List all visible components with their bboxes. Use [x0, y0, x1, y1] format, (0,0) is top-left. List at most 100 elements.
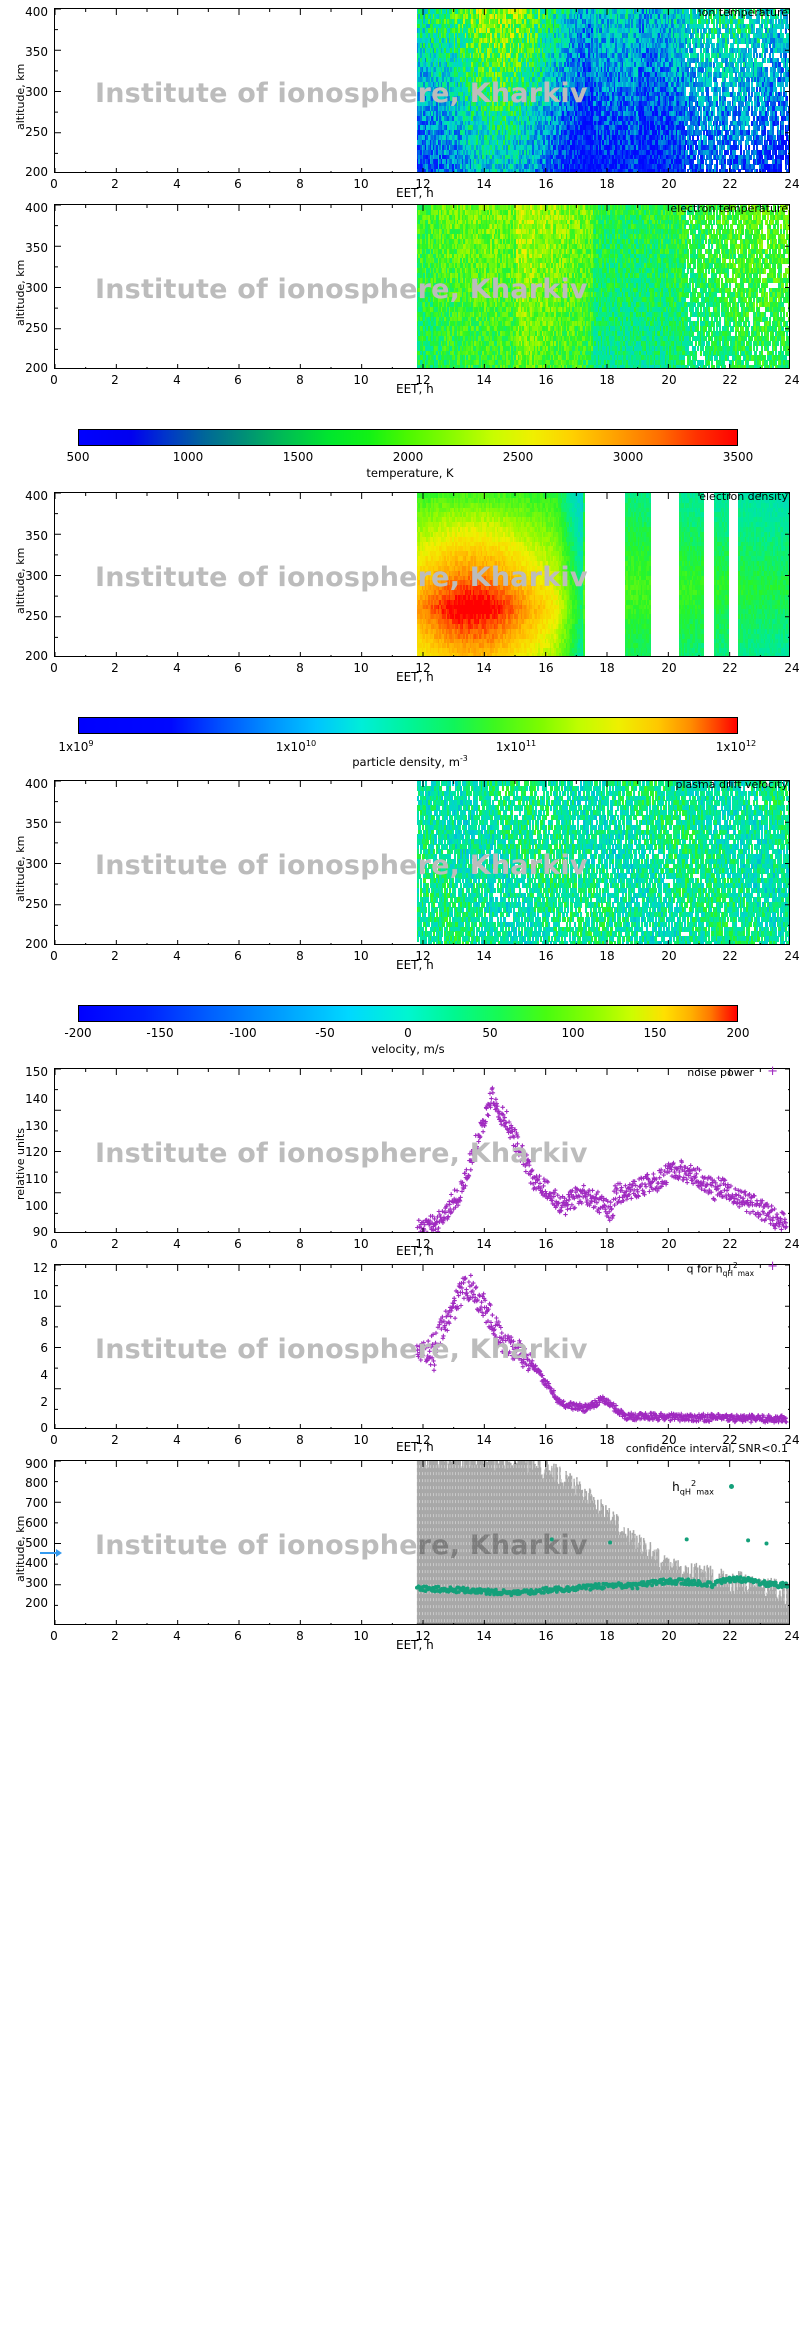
panel6-ytick-6: 6 [8, 1342, 48, 1354]
panel6-title-text: q for h [687, 1263, 723, 1276]
panel3-title: electron density [699, 490, 788, 503]
panel-ion-temperature: altitude, km 400 350 300 250 200 ion tem… [0, 0, 800, 196]
panel4-ytick-350: 350 [8, 818, 48, 830]
colorbar-velocity: -200 -150 -100 -50 0 50 100 150 200 velo… [0, 968, 800, 1060]
noise-power-scatter [55, 1069, 789, 1232]
panel4-ytick-300: 300 [8, 858, 48, 870]
panel4-xtick-24: 24 [777, 950, 800, 962]
panel3-xtick-0: 0 [39, 662, 69, 674]
panel2-xtick-16: 16 [531, 374, 561, 386]
cb-vel-tick-0: 0 [388, 1026, 428, 1040]
panel6-ytick-4: 4 [8, 1369, 48, 1381]
panel6-title-sub2: max [738, 1269, 754, 1278]
panel3-ytick-400: 400 [8, 490, 48, 502]
panel4-xtick-20: 20 [654, 950, 684, 962]
panel3-xtick-16: 16 [531, 662, 561, 674]
cb-temp-tick-1000: 1000 [168, 450, 208, 464]
cb-vel-tick--200: -200 [58, 1026, 98, 1040]
panel2-ytick-250: 250 [8, 322, 48, 334]
panel1-xtick-22: 22 [715, 178, 745, 190]
ion-temperature-heatmap [55, 9, 789, 172]
panel7-xtick-8: 8 [285, 1630, 315, 1642]
panel3-plotarea [55, 493, 789, 656]
panel6-xtick-14: 14 [469, 1434, 499, 1446]
panel4-ytick-250: 250 [8, 898, 48, 910]
panel6-ytick-12: 12 [8, 1262, 48, 1274]
panel5-ytick-130: 130 [8, 1120, 48, 1132]
cb-dens-title: particle density, m-3 [330, 754, 490, 769]
panel7-legend-text: h [672, 1480, 680, 1494]
panel2-xtick-6: 6 [223, 374, 253, 386]
panel2-xtick-22: 22 [715, 374, 745, 386]
panel7-legend-sub2: max [696, 1486, 714, 1496]
panel6-plot[interactable] [54, 1264, 790, 1429]
panel1-xtick-18: 18 [592, 178, 622, 190]
electron-temperature-heatmap [55, 205, 789, 368]
panel5-ylabel: relative units [14, 1128, 27, 1200]
panel1-xtick-2: 2 [100, 178, 130, 190]
density-colorbar-gradient[interactable] [78, 717, 738, 734]
panel5-xtick-16: 16 [531, 1238, 561, 1250]
panel6-xtick-8: 8 [285, 1434, 315, 1446]
panel1-xtick-20: 20 [654, 178, 684, 190]
panel7-ytick-200: 200 [8, 1597, 48, 1609]
panel7-xtick-4: 4 [162, 1630, 192, 1642]
cb-dens-tick-1e10: 1x1010 [256, 738, 336, 754]
cb-vel-tick--50: -50 [305, 1026, 345, 1040]
panel1-ytick-250: 250 [8, 126, 48, 138]
panel5-xtick-6: 6 [223, 1238, 253, 1250]
panel1-xtick-4: 4 [162, 178, 192, 190]
panel6-legend-marker: + [767, 1259, 778, 1274]
temperature-colorbar-gradient[interactable] [78, 429, 738, 446]
panel4-plot[interactable] [54, 780, 790, 945]
panel1-xtick-6: 6 [223, 178, 253, 190]
panel6-xtick-2: 2 [100, 1434, 130, 1446]
panel3-ytick-200: 200 [8, 650, 48, 662]
panel5-ytick-120: 120 [8, 1146, 48, 1158]
panel3-plot[interactable] [54, 492, 790, 657]
panel2-xtick-24: 24 [777, 374, 800, 386]
panel7-xtick-16: 16 [531, 1630, 561, 1642]
cb-temp-title: temperature, K [340, 466, 480, 480]
panel4-xtick-18: 18 [592, 950, 622, 962]
panel4-xtick-4: 4 [162, 950, 192, 962]
panel7-ytick-900: 900 [8, 1458, 48, 1470]
panel2-ytick-400: 400 [8, 202, 48, 214]
panel7-ytick-600: 600 [8, 1517, 48, 1529]
panel2-plot[interactable] [54, 204, 790, 369]
panel1-ytick-400: 400 [8, 6, 48, 18]
panel3-ytick-350: 350 [8, 530, 48, 542]
panel1-xtick-8: 8 [285, 178, 315, 190]
panel6-xtick-0: 0 [39, 1434, 69, 1446]
panel2-xtick-4: 4 [162, 374, 192, 386]
cb-vel-tick-100: 100 [553, 1026, 593, 1040]
cb-dens-title-text: particle density, m [352, 755, 460, 769]
panel4-title: plasma drift velocity [675, 778, 788, 791]
colorbar-temperature: 500 1000 1500 2000 2500 3000 3500 temper… [0, 392, 800, 484]
velocity-colorbar-gradient[interactable] [78, 1005, 738, 1022]
panel1-plot[interactable] [54, 8, 790, 173]
cb-temp-tick-3000: 3000 [608, 450, 648, 464]
panel3-xtick-14: 14 [469, 662, 499, 674]
panel3-xtick-2: 2 [100, 662, 130, 674]
panel1-xtick-16: 16 [531, 178, 561, 190]
panel5-xtick-22: 22 [715, 1238, 745, 1250]
panel7-legend-sub: qH [680, 1486, 691, 1496]
cb-dens-tick-1e9: 1x109 [36, 738, 116, 754]
panel7-xtick-24: 24 [777, 1630, 800, 1642]
panel4-xtick-8: 8 [285, 950, 315, 962]
plasma-drift-velocity-heatmap [55, 781, 789, 944]
cb-temp-tick-2000: 2000 [388, 450, 428, 464]
cb-vel-tick-50: 50 [470, 1026, 510, 1040]
panel2-xtick-2: 2 [100, 374, 130, 386]
panel7-xtick-18: 18 [592, 1630, 622, 1642]
panel1-ytick-300: 300 [8, 86, 48, 98]
panel5-ytick-100: 100 [8, 1200, 48, 1212]
panel3-xtick-6: 6 [223, 662, 253, 674]
panel1-xtick-0: 0 [39, 178, 69, 190]
panel3-xtick-24: 24 [777, 662, 800, 674]
panel5-plot[interactable] [54, 1068, 790, 1233]
cb-vel-tick-150: 150 [635, 1026, 675, 1040]
panel5-legend-marker: + [767, 1064, 778, 1079]
panel1-title: ion temperature [699, 6, 788, 19]
